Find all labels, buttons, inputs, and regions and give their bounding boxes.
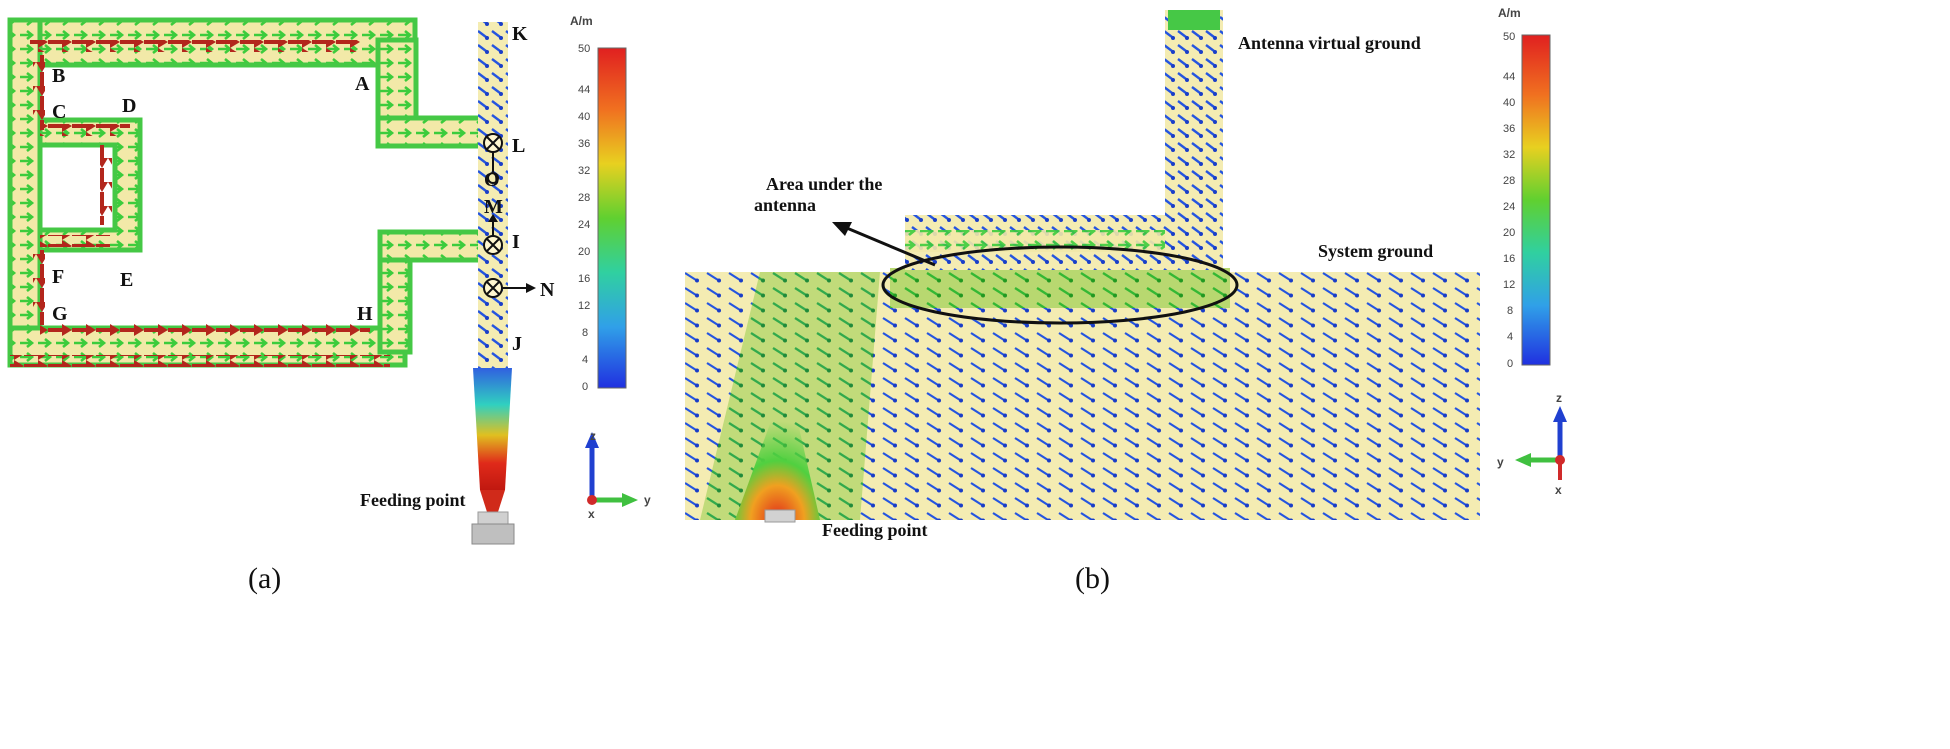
cb-a-tick-4: 4 [582, 354, 588, 366]
feed-current-region [700, 272, 880, 520]
caption-a: (a) [248, 562, 281, 595]
axis-triad-a: z y x [585, 429, 651, 521]
cb-b-tick-0: 0 [1507, 358, 1513, 370]
colorbar-unit-a: A/m [570, 14, 593, 28]
connector-base [471, 523, 515, 545]
axis-x-b: x [1555, 483, 1562, 497]
antenna-virtual-ground-label: Antenna virtual ground [1238, 33, 1421, 53]
colorbar-gradient-b [1521, 34, 1551, 366]
antenna-vertical [1165, 10, 1223, 270]
system-ground-label: System ground [1318, 241, 1433, 261]
trace-l-arm [375, 115, 493, 149]
cb-b-tick-20: 20 [1503, 227, 1515, 239]
point-label-o: O [484, 169, 500, 191]
colorbar-gradient-a [597, 47, 627, 389]
area-under-antenna [890, 268, 1230, 308]
axis-y-a: y [644, 493, 651, 507]
cb-a-tick-32: 32 [578, 165, 590, 177]
cb-b-tick-24: 24 [1503, 201, 1515, 213]
marker-n [483, 278, 536, 298]
marker-i [483, 214, 503, 255]
current-arrows-top [30, 40, 360, 52]
cb-b-tick-40: 40 [1503, 97, 1515, 109]
point-label-c: C [52, 101, 66, 123]
cb-b-tick-12: 12 [1503, 279, 1515, 291]
cb-a-tick-0: 0 [582, 381, 588, 393]
point-label-d: D [122, 95, 136, 117]
cb-b-tick-8: 8 [1507, 305, 1513, 317]
cb-a-tick-50: 50 [578, 43, 590, 55]
antenna-arm-current [905, 230, 1205, 252]
axis-triad-b: z y x [1497, 391, 1567, 497]
point-label-g: G [52, 303, 68, 325]
cb-b-tick-50: 50 [1503, 31, 1515, 43]
cb-b-tick-44: 44 [1503, 71, 1515, 83]
area-pointer-head [832, 222, 852, 236]
cb-a-tick-24: 24 [578, 219, 590, 231]
feeding-point-label-a: Feeding point [360, 490, 466, 510]
feed-line [478, 22, 508, 372]
cb-a-tick-12: 12 [578, 300, 590, 312]
colorbar-b: A/m 50 44 40 36 32 28 24 20 16 12 8 4 0 [1498, 6, 1551, 370]
current-arrows-bottom [10, 355, 390, 367]
point-label-h: H [357, 303, 373, 325]
cb-a-tick-16: 16 [578, 273, 590, 285]
point-label-e: E [120, 269, 133, 291]
current-arrows-f [40, 235, 110, 247]
point-label-k: K [512, 23, 528, 45]
connector [477, 511, 509, 525]
current-arrows-b [33, 55, 45, 130]
current-arrows-meander [100, 145, 112, 225]
current-arrows-gh [40, 324, 370, 336]
feed-taper [473, 368, 512, 490]
cb-a-tick-36: 36 [578, 138, 590, 150]
axis-y-b: y [1497, 455, 1504, 469]
antenna-top-current [1168, 10, 1220, 30]
current-arrows-cd [40, 124, 130, 136]
point-label-b: B [52, 65, 65, 87]
feed-hotspot [735, 410, 820, 520]
cb-a-tick-20: 20 [578, 246, 590, 258]
panel-b: Antenna virtual ground Area under the an… [685, 10, 1480, 595]
colorbar-a: A/m 50 44 40 36 32 28 24 20 16 12 8 4 0 [570, 14, 627, 393]
feeding-point-label-b: Feeding point [822, 520, 928, 540]
cb-b-tick-16: 16 [1503, 253, 1515, 265]
current-arrows-g [33, 250, 45, 325]
marker-l [483, 133, 503, 184]
trace-i-arm [377, 229, 493, 263]
point-label-a: A [355, 73, 370, 95]
area-under-label-1: Area under the [766, 174, 882, 194]
connector-b [764, 509, 796, 523]
axis-x-a: x [588, 507, 595, 521]
cb-b-tick-28: 28 [1503, 175, 1515, 187]
point-label-l: L [512, 135, 525, 157]
panel-a: A B C D E F G H I J K L M N O Feeding po… [7, 17, 555, 595]
cb-b-tick-32: 32 [1503, 149, 1515, 161]
area-under-label-2: antenna [754, 195, 816, 215]
axis-z-a: z [590, 429, 596, 443]
feed-tip [480, 490, 505, 512]
cb-b-tick-36: 36 [1503, 123, 1515, 135]
caption-b: (b) [1075, 562, 1110, 595]
point-label-m: M [484, 196, 503, 218]
point-label-f: F [52, 266, 64, 288]
cb-a-tick-40: 40 [578, 111, 590, 123]
colorbar-unit-b: A/m [1498, 6, 1521, 20]
point-label-n: N [540, 279, 555, 301]
axis-z-b: z [1556, 391, 1562, 405]
cb-a-tick-8: 8 [582, 327, 588, 339]
area-ellipse [881, 245, 1239, 325]
cb-a-tick-44: 44 [578, 84, 590, 96]
point-label-i: I [512, 231, 520, 253]
area-pointer-line [841, 224, 936, 267]
point-label-j: J [512, 333, 522, 355]
trace-meander [37, 117, 143, 253]
cb-b-tick-4: 4 [1507, 331, 1513, 343]
cb-a-tick-28: 28 [578, 192, 590, 204]
